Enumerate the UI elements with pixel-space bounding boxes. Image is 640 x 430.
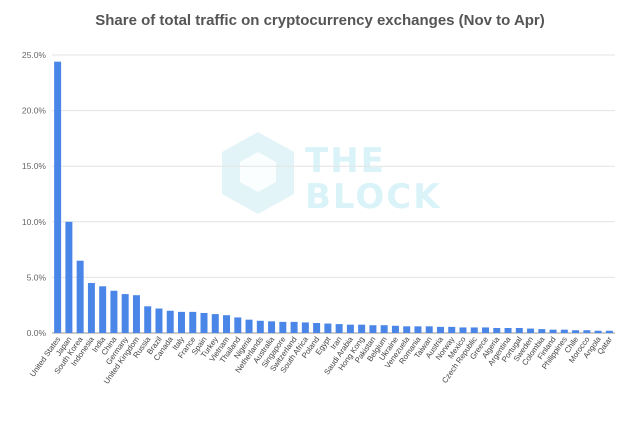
bar [54,61,62,334]
bar [313,322,321,333]
watermark-line1: THE [305,141,386,181]
bar [504,327,512,333]
bar [65,221,73,333]
bar [538,329,546,333]
bar [200,312,208,333]
bar [290,321,298,333]
y-tick-label: 25.0% [22,50,47,60]
y-tick-label: 0.0% [27,328,47,338]
bar [76,260,84,333]
bar [459,327,467,333]
bar [223,315,231,333]
bar [358,324,366,333]
bar [470,327,478,333]
bar [369,325,377,333]
bar [549,329,557,333]
bar [110,290,118,333]
bar [594,330,602,333]
bar [324,323,332,333]
bar [482,327,490,333]
bar [414,326,422,333]
bar [256,320,264,333]
bar [132,295,140,333]
bar [87,282,95,333]
bar [234,317,242,333]
bar [335,324,343,333]
bar [436,326,444,333]
bar [177,311,185,333]
watermark-line2: BLOCK [305,177,442,217]
bar [425,326,433,333]
bar [493,327,501,333]
y-tick-label: 20.0% [22,106,47,116]
bar [515,327,523,333]
watermark-cube-icon [240,152,276,192]
bar [391,325,399,333]
bar [560,329,568,333]
y-tick-label: 15.0% [22,161,47,171]
bar [211,314,219,333]
bar [155,308,163,333]
bar [144,306,152,333]
bar [583,330,591,333]
y-tick-label: 5.0% [27,272,47,282]
y-tick-label: 10.0% [22,217,47,227]
bar [189,311,197,333]
bar [572,330,580,333]
bar [166,310,174,333]
bar [301,322,309,333]
bar [121,294,129,333]
bar [448,326,456,333]
bar [380,325,388,333]
bar [245,319,253,333]
bar [346,324,354,333]
bar [279,321,287,333]
bar [99,286,107,333]
chart-title: Share of total traffic on cryptocurrency… [95,12,545,29]
watermark-logo: THE BLOCK [222,132,442,217]
bar [268,321,276,333]
bar [403,326,411,333]
bar [527,328,535,333]
bar [605,330,613,333]
